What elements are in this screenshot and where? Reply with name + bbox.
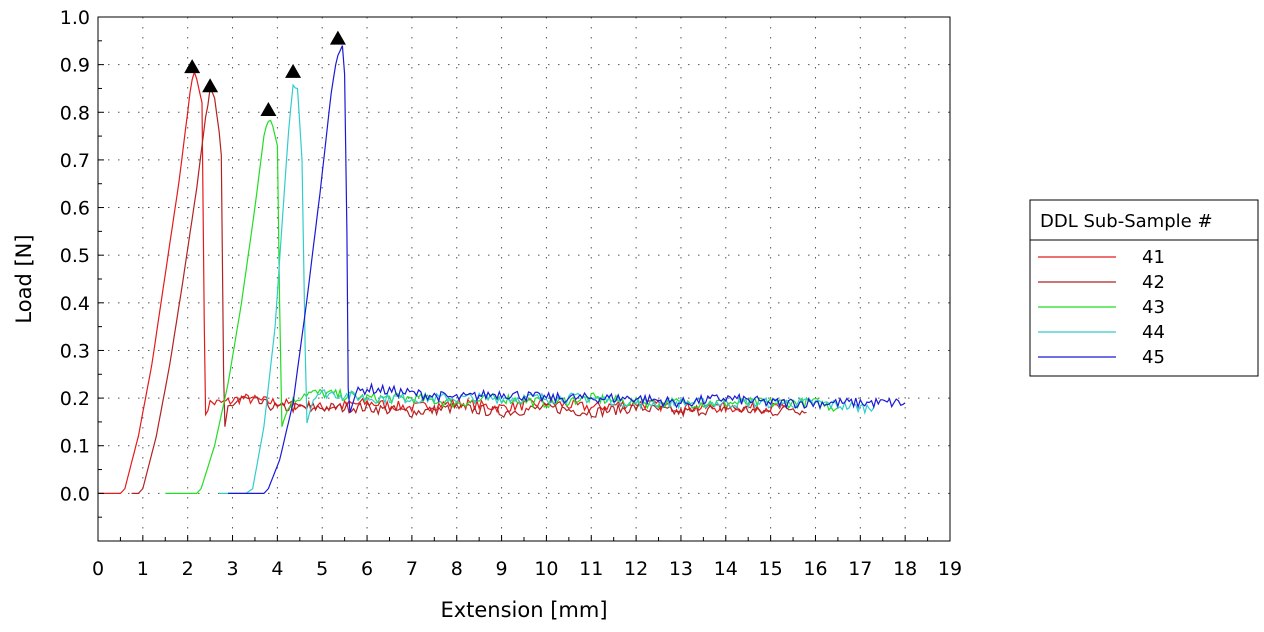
legend-label-42: 42 <box>1142 272 1165 293</box>
series-line-41 <box>98 70 785 494</box>
series-layer <box>98 45 906 494</box>
peak-marker-41 <box>184 59 201 74</box>
x-tick-label: 12 <box>624 558 648 580</box>
y-tick-label: 0.3 <box>60 340 90 362</box>
peak-marker-43 <box>260 102 277 117</box>
x-axis-title: Extension [mm] <box>440 598 607 622</box>
x-tick-label: 16 <box>803 558 827 580</box>
peak-markers <box>184 30 346 117</box>
legend-box <box>1029 199 1259 377</box>
x-tick-label: 18 <box>893 558 917 580</box>
y-tick-label: 0.0 <box>60 483 90 505</box>
x-tick-label: 10 <box>534 558 558 580</box>
y-tick-label: 0.6 <box>60 198 90 220</box>
x-tick-label: 3 <box>226 558 238 580</box>
peak-marker-45 <box>329 30 346 45</box>
x-tick-label: 7 <box>406 558 418 580</box>
legend-label-41: 41 <box>1142 247 1165 268</box>
y-axis-title: Load [N] <box>12 234 36 323</box>
x-tick-label: 0 <box>92 558 104 580</box>
plot-frame <box>97 16 951 542</box>
x-tick-label: 6 <box>361 558 373 580</box>
y-tick-label: 0.1 <box>60 436 90 458</box>
x-tick-label: 8 <box>451 558 463 580</box>
y-tick-label: 0.7 <box>60 150 90 172</box>
grid-layer <box>98 17 950 541</box>
x-tick-label: 1 <box>137 558 149 580</box>
series-line-45 <box>228 45 906 494</box>
x-tick-label: 15 <box>759 558 783 580</box>
x-tick-label: 2 <box>182 558 194 580</box>
x-tick-label: 4 <box>271 558 283 580</box>
x-tick-label: 14 <box>714 558 738 580</box>
y-tick-label: 0.5 <box>60 245 90 267</box>
legend-label-43: 43 <box>1142 297 1165 318</box>
x-tick-label: 5 <box>316 558 328 580</box>
peak-marker-42 <box>202 78 219 93</box>
series-line-42 <box>131 86 807 494</box>
y-tick-label: 0.9 <box>60 55 90 77</box>
legend: DDL Sub-Sample # 41 42 43 44 45 <box>1029 199 1259 377</box>
legend-label-45: 45 <box>1142 347 1165 368</box>
x-tick-label: 19 <box>938 558 962 580</box>
y-tick-label: 0.8 <box>60 102 90 124</box>
x-tick-label: 13 <box>669 558 693 580</box>
peak-marker-44 <box>285 63 302 78</box>
x-tick-label: 11 <box>579 558 603 580</box>
tick-layer: 0 1 2 3 4 5 6 7 8 9 10 11 12 13 14 15 16 17 18 190.00.10.20… <box>60 7 962 580</box>
legend-items: 41 42 43 44 45 <box>1038 247 1165 368</box>
y-tick-label: 1.0 <box>60 7 90 29</box>
y-tick-label: 0.4 <box>60 293 90 315</box>
series-line-44 <box>219 83 875 494</box>
x-tick-label: 17 <box>848 558 872 580</box>
y-tick-label: 0.2 <box>60 388 90 410</box>
x-tick-label: 9 <box>496 558 508 580</box>
legend-label-44: 44 <box>1142 322 1165 343</box>
legend-title: DDL Sub-Sample # <box>1040 211 1213 232</box>
